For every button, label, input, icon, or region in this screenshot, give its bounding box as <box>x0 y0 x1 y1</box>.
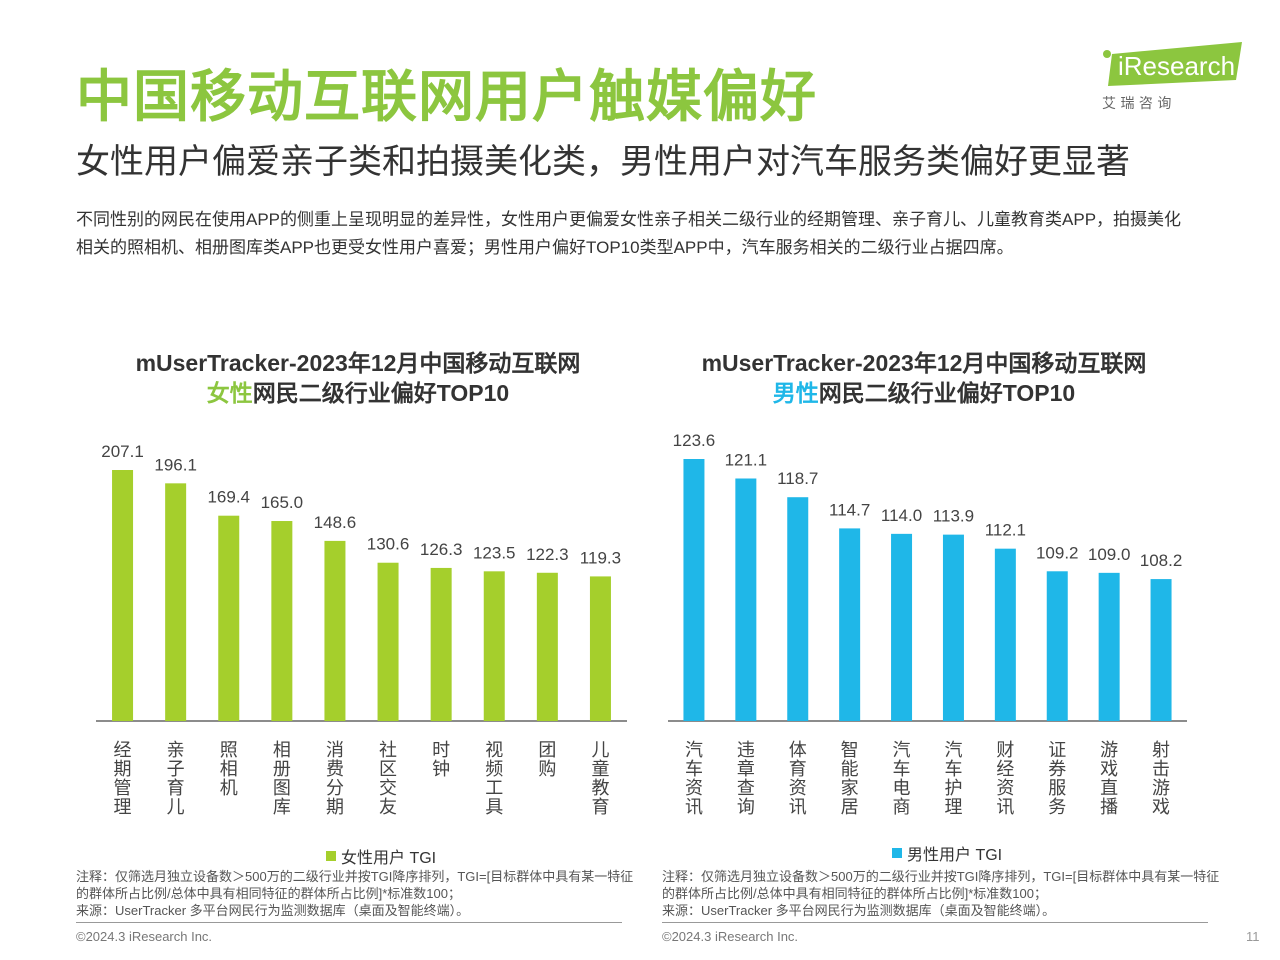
male-category-label: 证券服务 <box>1048 740 1066 818</box>
female-bar <box>430 567 452 721</box>
male-legend-swatch <box>892 848 902 858</box>
female-chart-title-line2: 女性网民二级行业偏好TOP10 <box>58 378 658 408</box>
page-subtitle: 女性用户偏爱亲子类和拍摄美化类，男性用户对汽车服务类偏好更显著 <box>76 143 1130 181</box>
female-legend: 女性用户 TGI <box>326 844 436 868</box>
male-data-label: 118.7 <box>777 469 818 488</box>
male-category-label: 财经资讯 <box>996 740 1014 818</box>
male-chart-title-line1: mUserTracker-2023年12月中国移动互联网 <box>701 350 1147 376</box>
male-legend-label: 男性用户 TGI <box>907 847 1003 864</box>
male-data-label: 109.2 <box>1036 543 1079 562</box>
male-bar <box>994 548 1016 721</box>
male-title-highlight: 男性 <box>772 380 819 406</box>
female-data-label: 130.6 <box>367 535 410 554</box>
female-data-label: 207.1 <box>101 442 144 461</box>
female-category-label: 经期管理 <box>114 740 132 818</box>
female-category-label: 消费分期 <box>326 740 344 818</box>
male-category-label: 汽车资讯 <box>685 740 703 818</box>
male-data-label: 123.6 <box>673 431 716 450</box>
male-bar <box>735 478 757 721</box>
female-bar <box>589 576 611 721</box>
female-data-label: 148.6 <box>314 513 357 532</box>
male-category-label: 汽车护理 <box>944 740 962 818</box>
female-bar <box>483 571 505 721</box>
male-bar <box>839 528 861 721</box>
female-data-label: 123.5 <box>473 543 516 562</box>
male-category-label: 智能家居 <box>841 740 859 818</box>
female-bar <box>377 562 399 721</box>
page-title: 中国移动互联网用户触媒偏好 <box>76 65 817 128</box>
female-note: 注释：仅筛选月独立设备数＞500万的二级行业并按TGI降序排列，TGI=[目标群… <box>76 868 636 919</box>
male-note-text: 注释：仅筛选月独立设备数＞500万的二级行业并按TGI降序排列，TGI=[目标群… <box>662 869 1220 901</box>
female-bar <box>165 483 187 721</box>
male-bar <box>683 459 705 721</box>
female-note-divider <box>76 922 622 923</box>
male-data-label: 108.2 <box>1140 551 1183 570</box>
logo-brand: iResearch <box>1118 51 1235 81</box>
male-bar <box>1098 572 1120 721</box>
male-data-label: 114.0 <box>881 506 922 525</box>
male-category-label: 汽车电商 <box>893 740 911 818</box>
male-source-text: 来源：UserTracker 多平台网民行为监测数据库（桌面及智能终端）。 <box>662 903 1056 918</box>
male-chart-title: mUserTracker-2023年12月中国移动互联网 男性网民二级行业偏好T… <box>624 348 1224 408</box>
female-category-label: 照相机 <box>220 740 238 799</box>
male-category-label: 体育资讯 <box>789 740 807 818</box>
male-category-label: 射击游戏 <box>1152 740 1170 818</box>
male-legend: 男性用户 TGI <box>892 841 1002 865</box>
female-data-label: 122.3 <box>526 545 569 564</box>
female-category-label: 社区交友 <box>379 740 397 818</box>
female-bar <box>218 515 240 721</box>
female-data-label: 126.3 <box>420 540 463 559</box>
male-bar <box>891 533 913 721</box>
female-bar <box>324 540 346 721</box>
page-description: 不同性别的网民在使用APP的侧重上呈现明显的差异性，女性用户更偏爱女性亲子相关二… <box>76 210 1182 257</box>
female-title-highlight: 女性 <box>206 380 253 406</box>
female-bar <box>271 521 293 721</box>
female-title-rest: 网民二级行业偏好TOP10 <box>252 380 510 406</box>
male-bar <box>1150 579 1172 721</box>
female-category-label: 相册图库 <box>273 740 291 818</box>
male-data-label: 112.1 <box>985 521 1026 540</box>
male-chart-title-line2: 男性网民二级行业偏好TOP10 <box>624 378 1224 408</box>
female-category-label: 时钟 <box>432 740 450 780</box>
iresearch-logo: iResearch 艾 瑞 咨 询 <box>1102 42 1242 112</box>
female-chart-title-line1: mUserTracker-2023年12月中国移动互联网 <box>135 350 581 376</box>
female-bar <box>536 572 558 721</box>
male-bar <box>942 534 964 721</box>
female-data-label: 119.3 <box>580 548 621 567</box>
female-category-label: 视频工具 <box>485 740 503 818</box>
female-source-text: 来源：UserTracker 多平台网民行为监测数据库（桌面及智能终端）。 <box>76 903 470 918</box>
female-note-text: 注释：仅筛选月独立设备数＞500万的二级行业并按TGI降序排列，TGI=[目标群… <box>76 869 634 901</box>
female-legend-swatch <box>326 851 336 861</box>
male-bar <box>787 497 809 721</box>
male-data-label: 109.0 <box>1088 545 1131 564</box>
male-note: 注释：仅筛选月独立设备数＞500万的二级行业并按TGI降序排列，TGI=[目标群… <box>662 868 1222 919</box>
male-title-rest: 网民二级行业偏好TOP10 <box>818 380 1076 406</box>
page-number: 11 <box>1246 929 1260 944</box>
male-data-label: 114.7 <box>829 500 870 519</box>
female-category-label: 儿童教育 <box>591 740 609 818</box>
female-category-label: 团购 <box>538 740 556 780</box>
male-data-label: 113.9 <box>933 507 974 526</box>
female-data-label: 165.0 <box>261 493 304 512</box>
female-chart-title: mUserTracker-2023年12月中国移动互联网 女性网民二级行业偏好T… <box>58 348 658 408</box>
female-data-label: 169.4 <box>207 488 250 507</box>
male-category-label: 游戏直播 <box>1100 740 1118 818</box>
male-bar <box>1046 571 1068 721</box>
male-footer: ©2024.3 iResearch Inc. <box>662 929 799 944</box>
female-bar <box>112 470 134 721</box>
female-data-label: 196.1 <box>154 455 197 474</box>
female-category-label: 亲子育儿 <box>167 740 185 818</box>
male-category-label: 违章查询 <box>737 740 755 818</box>
female-legend-label: 女性用户 TGI <box>341 850 437 867</box>
male-note-divider <box>662 922 1208 923</box>
logo-cn: 艾 瑞 咨 询 <box>1102 96 1171 112</box>
female-footer: ©2024.3 iResearch Inc. <box>76 929 213 944</box>
male-data-label: 121.1 <box>725 450 768 469</box>
